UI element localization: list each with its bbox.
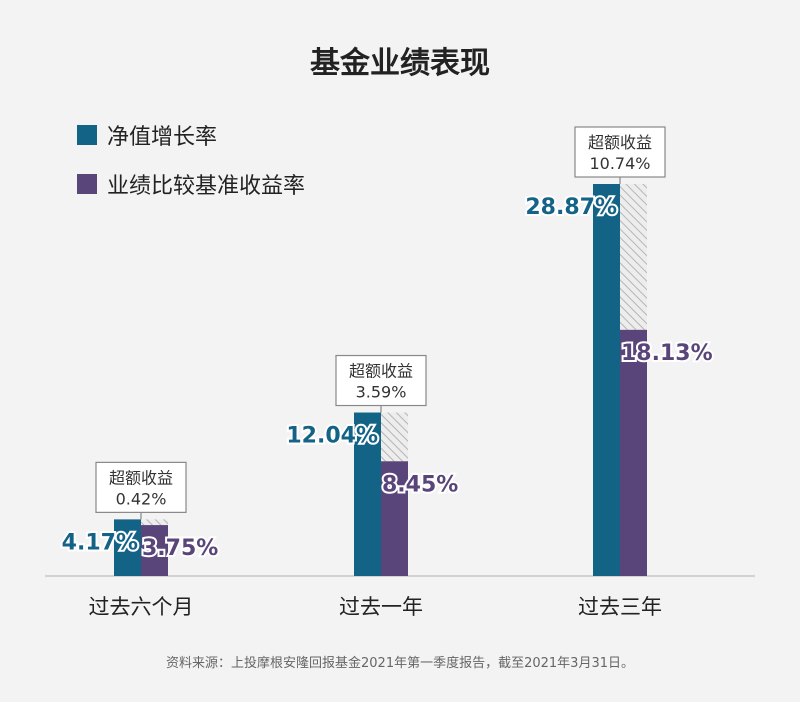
legend-label-net-value: 净值增长率 (107, 125, 217, 150)
excess-callout-box (574, 126, 666, 178)
bar-net-value (114, 519, 141, 576)
data-label-net-value: 12.04% (286, 424, 378, 449)
bar-benchmark (381, 461, 408, 576)
excess-callout-title: 超额收益 (588, 133, 652, 152)
source-note: 资料来源：上投摩根安隆回报基金2021年第一季度报告，截至2021年3月31日。 (166, 655, 634, 671)
excess-callout-title: 超额收益 (109, 468, 173, 487)
legend-swatch-net-value (77, 125, 97, 145)
excess-callout-value: 0.42% (116, 489, 167, 508)
data-label-benchmark: 3.75% (142, 536, 218, 561)
data-label-benchmark: 8.45% (382, 472, 458, 497)
data-label-net-value: 4.17% (62, 530, 138, 555)
bar-benchmark (620, 329, 647, 576)
data-label-benchmark: 18.13% (621, 341, 713, 366)
x-tick-label: 过去六个月 (89, 595, 194, 619)
chart-marks: 4.17% 3.75% 超额收益 0.42% 过去六个月 12.04%8.45% 超额收益 3… (60, 126, 715, 619)
excess-callout-value: 10.74% (589, 154, 650, 173)
bar-benchmark (141, 525, 168, 576)
bar-net-value (354, 412, 381, 576)
x-tick-label: 过去一年 (339, 595, 423, 619)
excess-callout-value: 3.59% (356, 383, 407, 402)
bar-excess-hatch (620, 184, 647, 330)
excess-callout-box (335, 354, 427, 407)
bar-net-value (593, 184, 620, 576)
bar-excess-hatch (381, 412, 408, 462)
data-label-net-value: 28.87% (525, 195, 617, 220)
excess-callout-title: 超额收益 (349, 362, 413, 381)
x-tick-label: 过去三年 (578, 595, 662, 619)
legend-swatch-benchmark (77, 174, 97, 194)
legend: 净值增长率 业绩比较基准收益率 (77, 125, 305, 199)
bar-excess-hatch (141, 519, 168, 526)
chart-title: 基金业绩表现 (310, 46, 490, 81)
legend-label-benchmark: 业绩比较基准收益率 (107, 174, 305, 199)
